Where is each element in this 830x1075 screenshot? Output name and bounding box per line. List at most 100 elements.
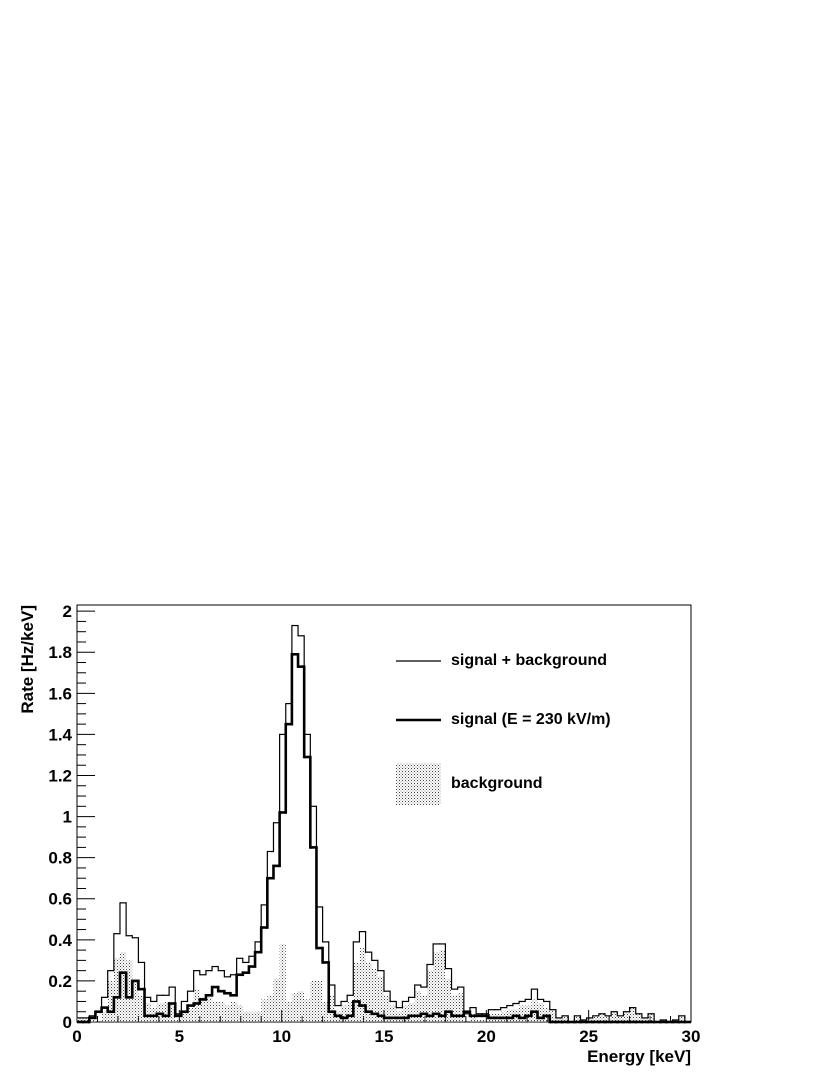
background-bin bbox=[648, 1013, 655, 1022]
background-bin bbox=[181, 1011, 188, 1022]
background-bin bbox=[451, 995, 458, 1022]
x-tick-label: 30 bbox=[682, 1027, 701, 1046]
y-axis-title: Rate [Hz/keV] bbox=[18, 605, 37, 714]
background-bin bbox=[298, 991, 305, 1022]
background-bin bbox=[83, 1017, 90, 1022]
background-bin bbox=[261, 999, 268, 1022]
background-bin bbox=[113, 958, 120, 1022]
background-bin bbox=[316, 980, 323, 1022]
y-tick-label: 1.2 bbox=[48, 766, 72, 785]
x-tick-label: 20 bbox=[477, 1027, 496, 1046]
background-bin bbox=[371, 968, 378, 1022]
background-bin bbox=[341, 1005, 348, 1022]
background-bin bbox=[384, 995, 391, 1022]
y-tick-label: 1.8 bbox=[48, 643, 72, 662]
background-bin bbox=[611, 1011, 618, 1022]
background-bin bbox=[119, 952, 127, 1022]
y-tick-label: 2 bbox=[63, 602, 72, 621]
y-tick-label: 1.6 bbox=[48, 684, 72, 703]
background-bin bbox=[506, 1009, 513, 1022]
x-tick-label: 15 bbox=[375, 1027, 394, 1046]
background-bin bbox=[555, 1017, 563, 1022]
background-bin bbox=[199, 997, 206, 1022]
background-bin bbox=[359, 948, 366, 1022]
y-tick-label: 0.6 bbox=[48, 890, 72, 909]
y-tick-label: 0.4 bbox=[48, 931, 72, 950]
background-bin bbox=[598, 1013, 606, 1022]
background-bin bbox=[549, 1009, 556, 1022]
background-bin bbox=[310, 980, 317, 1022]
background-bin bbox=[77, 1017, 84, 1022]
x-axis-title: Energy [keV] bbox=[587, 1047, 691, 1066]
background-bin bbox=[641, 1017, 649, 1022]
background-bin bbox=[457, 993, 464, 1022]
background-bin bbox=[408, 1003, 415, 1022]
background-bin bbox=[586, 1017, 593, 1022]
background-bin bbox=[89, 1019, 96, 1022]
x-tick-label: 10 bbox=[272, 1027, 291, 1046]
background-bin bbox=[162, 1001, 170, 1022]
background-bin bbox=[617, 1015, 624, 1022]
background-bin bbox=[248, 1011, 256, 1022]
background-bin bbox=[445, 978, 452, 1022]
background-bin bbox=[439, 950, 446, 1022]
background-bin bbox=[101, 1011, 108, 1022]
background-bin bbox=[420, 995, 427, 1022]
legend-swatch bbox=[396, 763, 441, 805]
background-bin bbox=[138, 995, 145, 1022]
background-bin bbox=[126, 960, 133, 1022]
background-bin bbox=[347, 1001, 354, 1022]
background-bin bbox=[629, 1007, 636, 1022]
background-bin bbox=[482, 1019, 489, 1022]
background-bin bbox=[328, 995, 335, 1022]
y-tick-label: 0.2 bbox=[48, 972, 72, 991]
background-bin bbox=[273, 978, 280, 1022]
background-bin bbox=[304, 999, 311, 1022]
background-bin bbox=[476, 1019, 483, 1022]
background-bin bbox=[218, 1001, 225, 1022]
background-bin bbox=[132, 978, 139, 1022]
background-bin bbox=[175, 1019, 182, 1022]
background-bin bbox=[592, 1015, 599, 1022]
background-bin bbox=[519, 1005, 526, 1022]
background-bin bbox=[678, 1015, 685, 1022]
background-bin bbox=[230, 1001, 237, 1022]
x-tick-label: 5 bbox=[175, 1027, 184, 1046]
background-bin bbox=[255, 1011, 262, 1022]
background-bin bbox=[267, 995, 274, 1022]
y-tick-label: 0.8 bbox=[48, 849, 72, 868]
background-bin bbox=[605, 1015, 612, 1022]
background-bin bbox=[433, 952, 440, 1022]
background-bin bbox=[144, 1003, 151, 1022]
background-bin bbox=[212, 1001, 219, 1022]
y-tick-label: 1 bbox=[63, 808, 72, 827]
x-tick-label: 0 bbox=[72, 1027, 81, 1046]
background-bin bbox=[414, 991, 421, 1022]
background-bin bbox=[562, 1015, 569, 1022]
background-bin bbox=[537, 1003, 544, 1022]
background-bin bbox=[353, 962, 360, 1022]
background-bin bbox=[107, 980, 114, 1022]
background-bin bbox=[187, 1007, 194, 1022]
series-0 bbox=[77, 624, 691, 1023]
background-bin bbox=[390, 1005, 397, 1022]
background-bin bbox=[469, 1013, 477, 1022]
background-bin bbox=[279, 943, 286, 1022]
y-tick-label: 0 bbox=[63, 1013, 72, 1032]
background-bin bbox=[635, 1013, 642, 1022]
background-bin bbox=[623, 1011, 630, 1022]
series-1 bbox=[77, 653, 691, 1024]
background-bin bbox=[291, 993, 299, 1022]
background-bin bbox=[365, 962, 372, 1022]
background-bin bbox=[402, 1005, 409, 1022]
legend-label: signal + background bbox=[451, 652, 607, 669]
background-bin bbox=[193, 989, 200, 1022]
background-bin bbox=[525, 1005, 532, 1022]
background-bin bbox=[377, 976, 384, 1022]
background-bin bbox=[242, 1011, 249, 1022]
legend-label: signal (E = 230 kV/m) bbox=[451, 711, 611, 728]
x-tick-label: 25 bbox=[579, 1027, 598, 1046]
legend-label: background bbox=[451, 775, 543, 792]
background-bin bbox=[285, 1001, 292, 1022]
background-bin bbox=[205, 997, 213, 1022]
